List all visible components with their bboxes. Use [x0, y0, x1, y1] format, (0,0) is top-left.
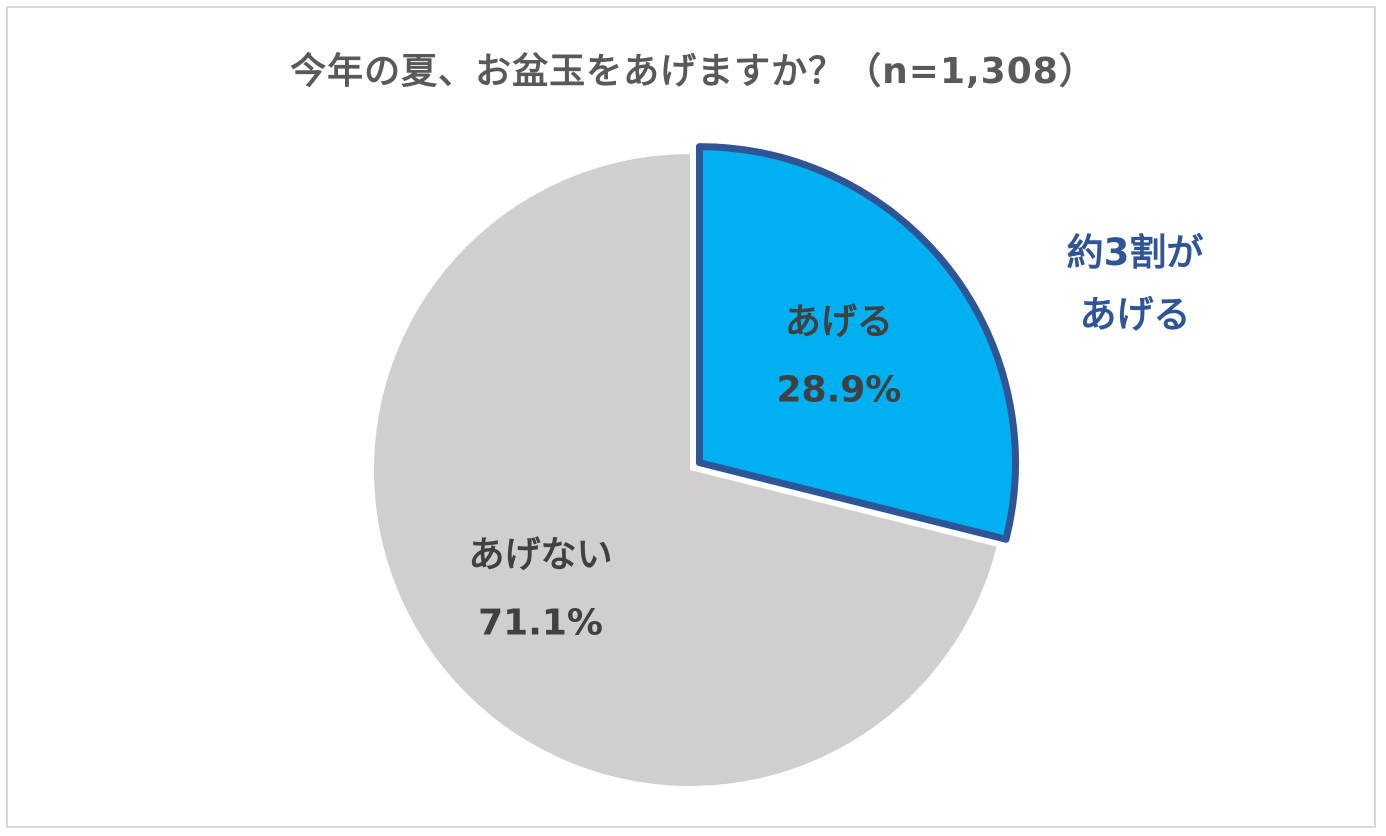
- slice-label-ageru: あげる: [785, 302, 893, 343]
- pie-slice-ageru: [695, 143, 1019, 543]
- chart-title: 今年の夏、お盆玉をあげますか？（n=1,308）: [290, 51, 1096, 92]
- callout-line-2: あげる: [1079, 293, 1191, 336]
- slice-value-ageru: 28.9%: [776, 370, 901, 411]
- pie-slice-agenai: [374, 154, 997, 786]
- slice-label-agenai: あげない: [469, 535, 613, 576]
- callout-line-1: 約3割が: [1066, 231, 1204, 274]
- slice-value-agenai: 71.1%: [478, 603, 603, 644]
- callout-annotation: 約3割が あげる: [1040, 222, 1230, 346]
